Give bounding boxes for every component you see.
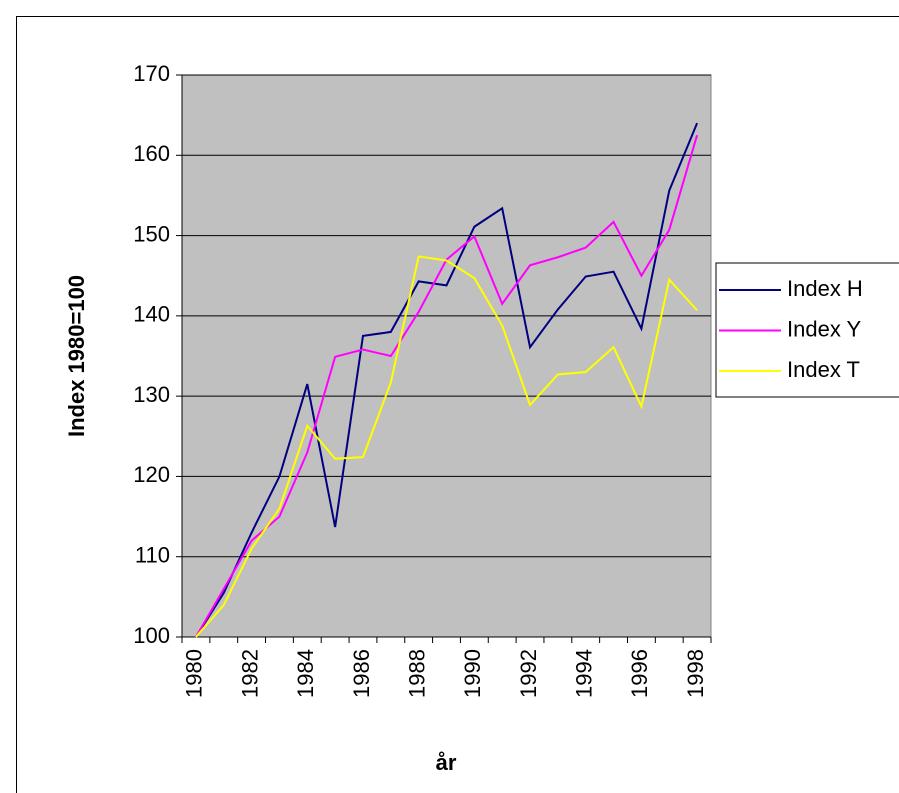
y-tick-label: 100 [133, 623, 170, 648]
x-tick-label: 1986 [349, 649, 374, 698]
y-tick-label: 130 [133, 382, 170, 407]
x-tick-label: 1998 [683, 649, 708, 698]
x-tick-label: 1984 [293, 649, 318, 698]
y-tick-label: 160 [133, 141, 170, 166]
x-tick-label: 1982 [237, 649, 262, 698]
series-line [195, 122, 699, 638]
series-line [195, 255, 698, 638]
plot-area [181, 74, 712, 638]
x-axis-label: år [436, 750, 457, 775]
x-tick-label: 1992 [516, 649, 541, 698]
legend-label: Index Y [787, 316, 862, 341]
y-tick-label: 150 [133, 221, 170, 246]
y-axis-label: Index 1980=100 [64, 275, 89, 437]
x-tick-label: 1980 [182, 649, 207, 698]
x-tick-label: 1996 [627, 649, 652, 698]
y-tick-label: 120 [133, 462, 170, 487]
x-tick-label: 1988 [404, 649, 429, 698]
legend-label: Index H [787, 276, 863, 301]
x-tick-label: 1994 [572, 649, 597, 698]
y-tick-label: 170 [133, 61, 170, 86]
y-tick-label: 110 [135, 543, 170, 568]
legend-label: Index T [787, 357, 860, 382]
x-tick-label: 1990 [460, 649, 485, 698]
y-tick-label: 140 [133, 302, 170, 327]
